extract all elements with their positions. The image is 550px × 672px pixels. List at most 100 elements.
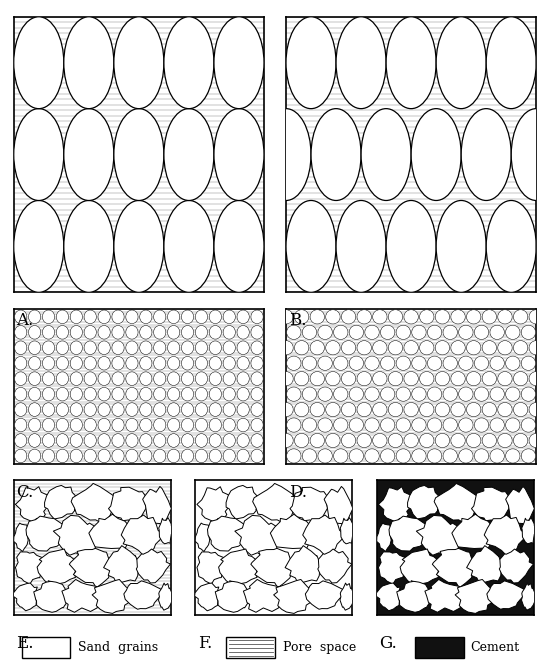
Ellipse shape — [357, 433, 371, 448]
Ellipse shape — [84, 356, 96, 370]
Ellipse shape — [42, 387, 54, 401]
Ellipse shape — [365, 356, 379, 370]
Ellipse shape — [536, 17, 550, 109]
Ellipse shape — [223, 325, 235, 339]
Ellipse shape — [237, 356, 249, 370]
Ellipse shape — [98, 341, 110, 355]
Ellipse shape — [15, 418, 27, 432]
Ellipse shape — [126, 449, 138, 463]
Polygon shape — [121, 515, 161, 555]
Ellipse shape — [168, 387, 180, 401]
Polygon shape — [159, 517, 173, 544]
Ellipse shape — [153, 310, 166, 324]
Ellipse shape — [237, 387, 249, 401]
Polygon shape — [274, 579, 315, 614]
Ellipse shape — [294, 433, 309, 448]
Ellipse shape — [195, 356, 207, 370]
Ellipse shape — [168, 356, 180, 370]
Polygon shape — [103, 546, 143, 587]
Ellipse shape — [388, 433, 403, 448]
Ellipse shape — [126, 341, 138, 355]
Ellipse shape — [279, 372, 293, 386]
Ellipse shape — [42, 449, 54, 463]
Polygon shape — [92, 579, 133, 614]
Ellipse shape — [98, 356, 110, 370]
Ellipse shape — [435, 372, 449, 386]
Ellipse shape — [310, 433, 324, 448]
Ellipse shape — [15, 310, 27, 324]
Ellipse shape — [381, 356, 395, 370]
Ellipse shape — [214, 17, 264, 109]
Polygon shape — [89, 514, 129, 550]
Ellipse shape — [56, 356, 69, 370]
Ellipse shape — [342, 433, 356, 448]
Ellipse shape — [310, 372, 324, 386]
Ellipse shape — [168, 433, 180, 448]
Ellipse shape — [140, 356, 152, 370]
Polygon shape — [136, 549, 170, 583]
Ellipse shape — [56, 449, 69, 463]
Ellipse shape — [474, 418, 489, 432]
Ellipse shape — [126, 387, 138, 401]
Ellipse shape — [42, 372, 54, 386]
Ellipse shape — [302, 325, 317, 339]
Ellipse shape — [505, 387, 520, 401]
Polygon shape — [434, 483, 478, 522]
Polygon shape — [251, 548, 298, 588]
Ellipse shape — [498, 433, 512, 448]
Text: F.: F. — [198, 635, 212, 652]
Ellipse shape — [70, 387, 82, 401]
Ellipse shape — [168, 372, 180, 386]
Ellipse shape — [443, 449, 458, 463]
Ellipse shape — [64, 200, 114, 292]
Ellipse shape — [498, 372, 512, 386]
Ellipse shape — [404, 372, 419, 386]
Bar — [21, 636, 70, 659]
Ellipse shape — [84, 449, 96, 463]
Ellipse shape — [326, 372, 340, 386]
Polygon shape — [340, 517, 355, 544]
Text: A.: A. — [16, 312, 34, 329]
Ellipse shape — [209, 310, 222, 324]
Ellipse shape — [279, 433, 293, 448]
Ellipse shape — [112, 403, 124, 417]
Polygon shape — [215, 581, 253, 612]
Ellipse shape — [98, 387, 110, 401]
Ellipse shape — [251, 341, 263, 355]
Ellipse shape — [466, 310, 481, 324]
Ellipse shape — [42, 403, 54, 417]
Ellipse shape — [223, 418, 235, 432]
Ellipse shape — [84, 433, 96, 448]
Ellipse shape — [349, 449, 364, 463]
Ellipse shape — [29, 341, 41, 355]
Ellipse shape — [404, 310, 419, 324]
Ellipse shape — [498, 341, 512, 355]
Ellipse shape — [521, 418, 536, 432]
Ellipse shape — [182, 387, 194, 401]
Ellipse shape — [373, 403, 387, 417]
Ellipse shape — [112, 372, 124, 386]
Ellipse shape — [513, 433, 528, 448]
Ellipse shape — [311, 109, 361, 200]
Ellipse shape — [168, 325, 180, 339]
Ellipse shape — [209, 418, 222, 432]
Ellipse shape — [318, 325, 332, 339]
Text: B.: B. — [289, 312, 306, 329]
Ellipse shape — [42, 310, 54, 324]
Ellipse shape — [513, 403, 528, 417]
Ellipse shape — [310, 403, 324, 417]
Ellipse shape — [29, 325, 41, 339]
Ellipse shape — [482, 372, 497, 386]
Ellipse shape — [42, 356, 54, 370]
Ellipse shape — [168, 418, 180, 432]
Ellipse shape — [223, 310, 235, 324]
Ellipse shape — [373, 372, 387, 386]
Ellipse shape — [427, 325, 442, 339]
Ellipse shape — [529, 341, 543, 355]
Ellipse shape — [466, 341, 481, 355]
Ellipse shape — [126, 310, 138, 324]
Ellipse shape — [427, 418, 442, 432]
Ellipse shape — [505, 418, 520, 432]
Polygon shape — [397, 581, 435, 612]
Ellipse shape — [251, 433, 263, 448]
